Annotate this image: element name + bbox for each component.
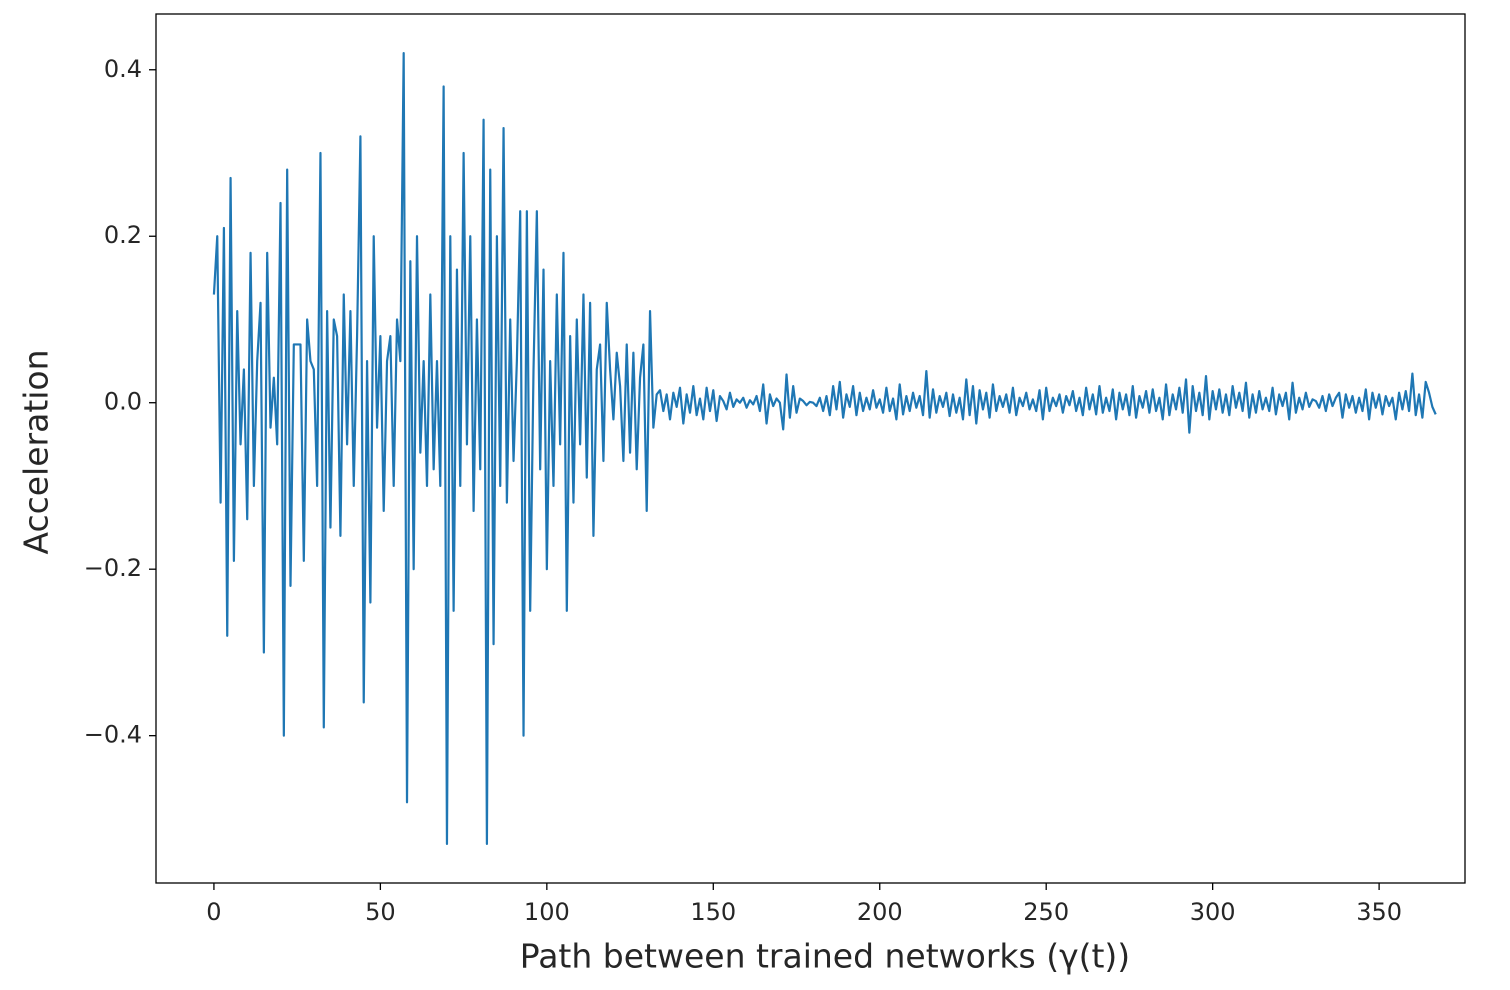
y-tick-label: 0.4 [104,55,142,83]
x-tick-label: 50 [365,898,396,926]
x-tick-label: 300 [1190,898,1236,926]
y-tick-label: 0.0 [104,388,142,416]
x-tick-label: 200 [857,898,903,926]
x-tick-label: 100 [524,898,570,926]
y-axis-label: Acceleration [17,349,56,554]
x-tick-label: 0 [206,898,221,926]
x-tick-label: 150 [690,898,736,926]
plot-frame [155,13,1466,884]
y-tick-label: −0.2 [84,554,142,582]
x-axis-label: Path between trained networks (γ(t)) [520,937,1130,976]
x-tick-label: 350 [1356,898,1402,926]
data-line [212,52,1437,845]
x-tick-label: 250 [1023,898,1069,926]
y-tick-label: −0.4 [84,721,142,749]
y-tick-label: 0.2 [104,221,142,249]
